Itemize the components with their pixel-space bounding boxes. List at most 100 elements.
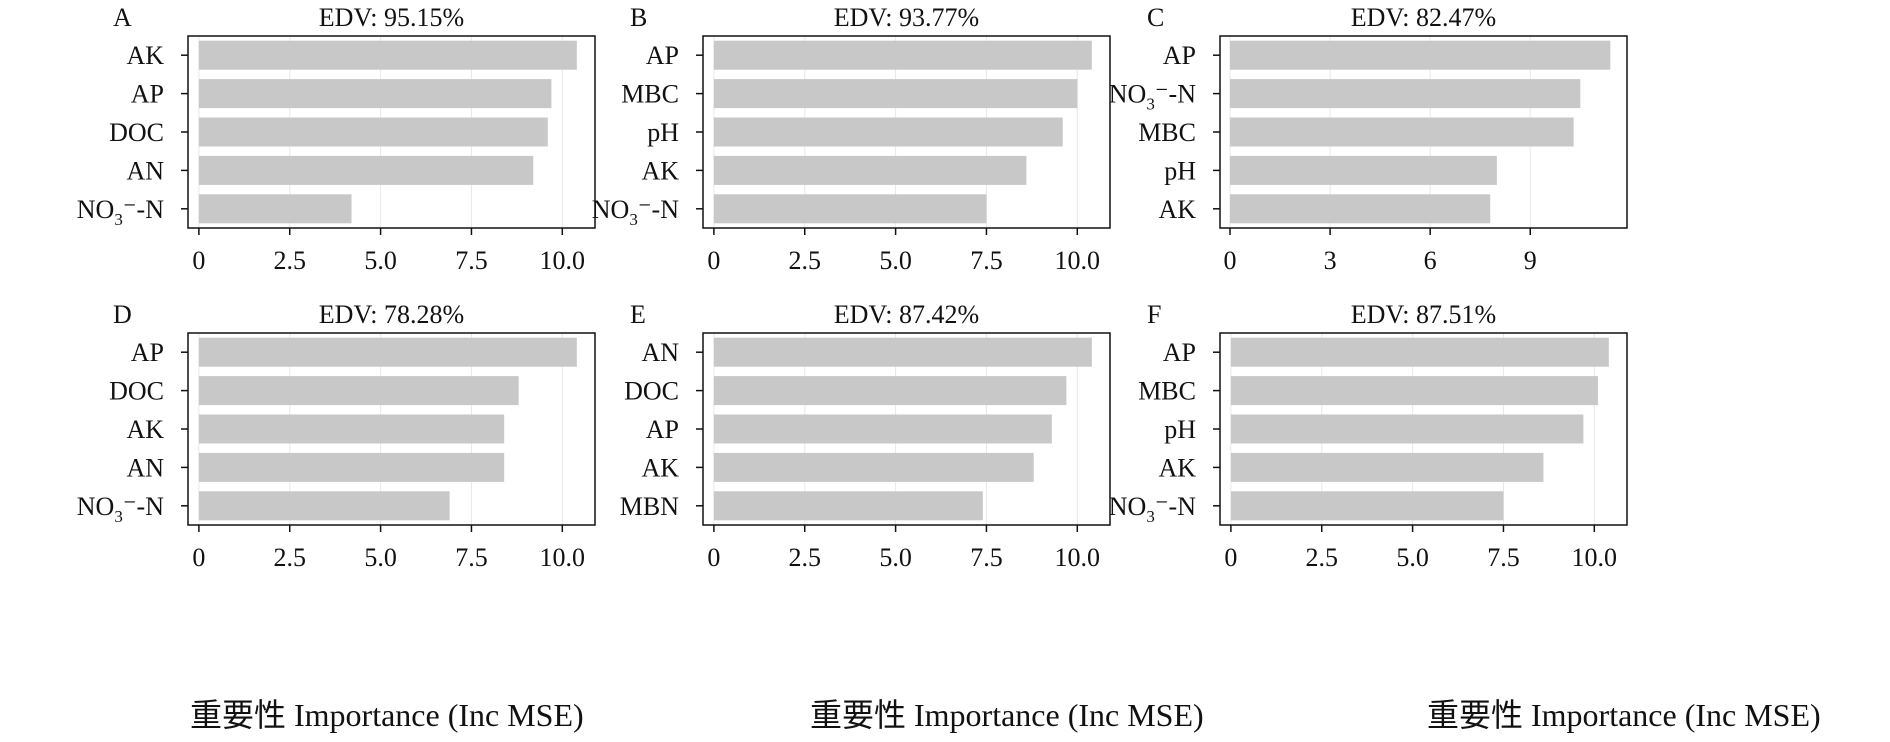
panel-letter: A [113, 3, 132, 32]
bar [1230, 194, 1491, 224]
x-tick-label: 0 [707, 543, 720, 572]
bar [713, 376, 1067, 406]
category-label: MBN [620, 492, 679, 521]
x-tick-label: 7.5 [455, 543, 488, 572]
panel-letter: D [113, 300, 132, 329]
x-tick-label: 2.5 [1306, 543, 1339, 572]
category-label: DOC [624, 377, 679, 406]
x-tick-label: 0 [192, 543, 205, 572]
x-tick-label: 7.5 [970, 246, 1003, 275]
panel-title: EDV: 95.15% [319, 3, 464, 32]
bar [713, 40, 1092, 70]
category-label: AP [1163, 41, 1196, 70]
panel-title: EDV: 78.28% [319, 300, 464, 329]
category-label: AK [1158, 195, 1196, 224]
category-label: NO3⁻-N [1109, 492, 1196, 526]
x-tick-label: 5.0 [879, 246, 912, 275]
x-tick-label: 10.0 [1055, 543, 1101, 572]
bar [713, 194, 987, 224]
panel-letter: F [1147, 300, 1161, 329]
x-tick-label: 10.0 [1055, 246, 1101, 275]
panel-a: AK AP DOC AN NO3⁻-N 0 2.5 5.0 7.5 10.0 A EDV: 95.15… [77, 3, 596, 275]
x-tick-label: 5.0 [1396, 543, 1429, 572]
category-label: AP [1163, 338, 1196, 367]
category-label: MBC [1138, 118, 1196, 147]
x-tick-label: 2.5 [274, 246, 307, 275]
bar [1230, 376, 1598, 406]
panel-title: EDV: 93.77% [834, 3, 979, 32]
bar [713, 79, 1078, 109]
bar [1230, 79, 1581, 109]
category-label: NO3⁻-N [1109, 80, 1196, 114]
bar [713, 452, 1034, 482]
x-tick-label: 0 [192, 246, 205, 275]
bar [713, 155, 1027, 185]
bar [198, 79, 552, 109]
bar [1230, 40, 1611, 70]
bar [713, 337, 1092, 367]
category-label: NO3⁻-N [77, 492, 164, 526]
category-label: pH [1164, 156, 1196, 185]
x-tick-label: 7.5 [970, 543, 1003, 572]
bar [1230, 155, 1497, 185]
category-label: DOC [109, 377, 164, 406]
category-label: AN [641, 338, 679, 367]
category-label: AP [131, 338, 164, 367]
x-tick-label: 3 [1324, 246, 1337, 275]
panel-letter: E [630, 300, 646, 329]
bar [1230, 337, 1609, 367]
category-label: MBC [1138, 377, 1196, 406]
panel-title: EDV: 87.51% [1351, 300, 1496, 329]
x-tick-label: 2.5 [274, 543, 307, 572]
bar [198, 452, 505, 482]
bar [198, 376, 519, 406]
x-tick-label: 0 [707, 246, 720, 275]
bar [1230, 491, 1504, 521]
panel-f: AP MBC pH AK NO3⁻-N 0 2.5 5.0 7.5 10.0 F EDV: 87.51… [1109, 300, 1628, 572]
bar [198, 194, 352, 224]
category-label: NO3⁻-N [77, 195, 164, 229]
panel-d: AP DOC AK AN NO3⁻-N 0 2.5 5.0 7.5 10.0 D EDV: 78.28… [77, 300, 596, 572]
x-axis-label-left: 重要性 Importance (Inc MSE) [190, 697, 584, 733]
category-label: pH [647, 118, 679, 147]
category-label: MBC [621, 80, 679, 109]
panel-e: AN DOC AP AK MBN 0 2.5 5.0 7.5 10.0 E EDV: 87.42% [620, 300, 1111, 572]
panel-title: EDV: 82.47% [1351, 3, 1496, 32]
category-label: pH [1164, 415, 1196, 444]
x-tick-label: 10.0 [540, 543, 586, 572]
category-label: AK [641, 453, 679, 482]
x-tick-label: 2.5 [789, 543, 822, 572]
x-tick-label: 5.0 [364, 246, 397, 275]
panel-title: EDV: 87.42% [834, 300, 979, 329]
bar [713, 491, 983, 521]
x-axis-label-middle: 重要性 Importance (Inc MSE) [810, 697, 1204, 733]
bar [1230, 452, 1544, 482]
x-tick-label: 7.5 [455, 246, 488, 275]
bar [198, 337, 577, 367]
category-label: AP [646, 41, 679, 70]
category-label: NO3⁻-N [592, 195, 679, 229]
x-tick-label: 7.5 [1487, 543, 1520, 572]
x-tick-label: 10.0 [540, 246, 586, 275]
category-label: AP [131, 80, 164, 109]
x-tick-label: 5.0 [364, 543, 397, 572]
x-tick-label: 0 [1224, 246, 1237, 275]
bar [198, 491, 450, 521]
category-label: AP [646, 415, 679, 444]
panel-letter: C [1147, 3, 1164, 32]
category-label: AK [641, 156, 679, 185]
x-tick-label: 0 [1224, 543, 1237, 572]
bar [713, 414, 1052, 444]
x-tick-label: 5.0 [879, 543, 912, 572]
panel-b: AP MBC pH AK NO3⁻-N 0 2.5 5.0 7.5 10.0 B EDV: 93.77… [592, 3, 1111, 275]
x-axis-label-right: 重要性 Importance (Inc MSE) [1427, 697, 1821, 733]
panel-letter: B [630, 3, 647, 32]
category-label: AN [126, 156, 164, 185]
bar [198, 155, 534, 185]
bar [198, 117, 548, 147]
category-label: AK [126, 41, 164, 70]
category-label: AK [1158, 453, 1196, 482]
x-tick-label: 10.0 [1572, 543, 1618, 572]
bar [713, 117, 1063, 147]
